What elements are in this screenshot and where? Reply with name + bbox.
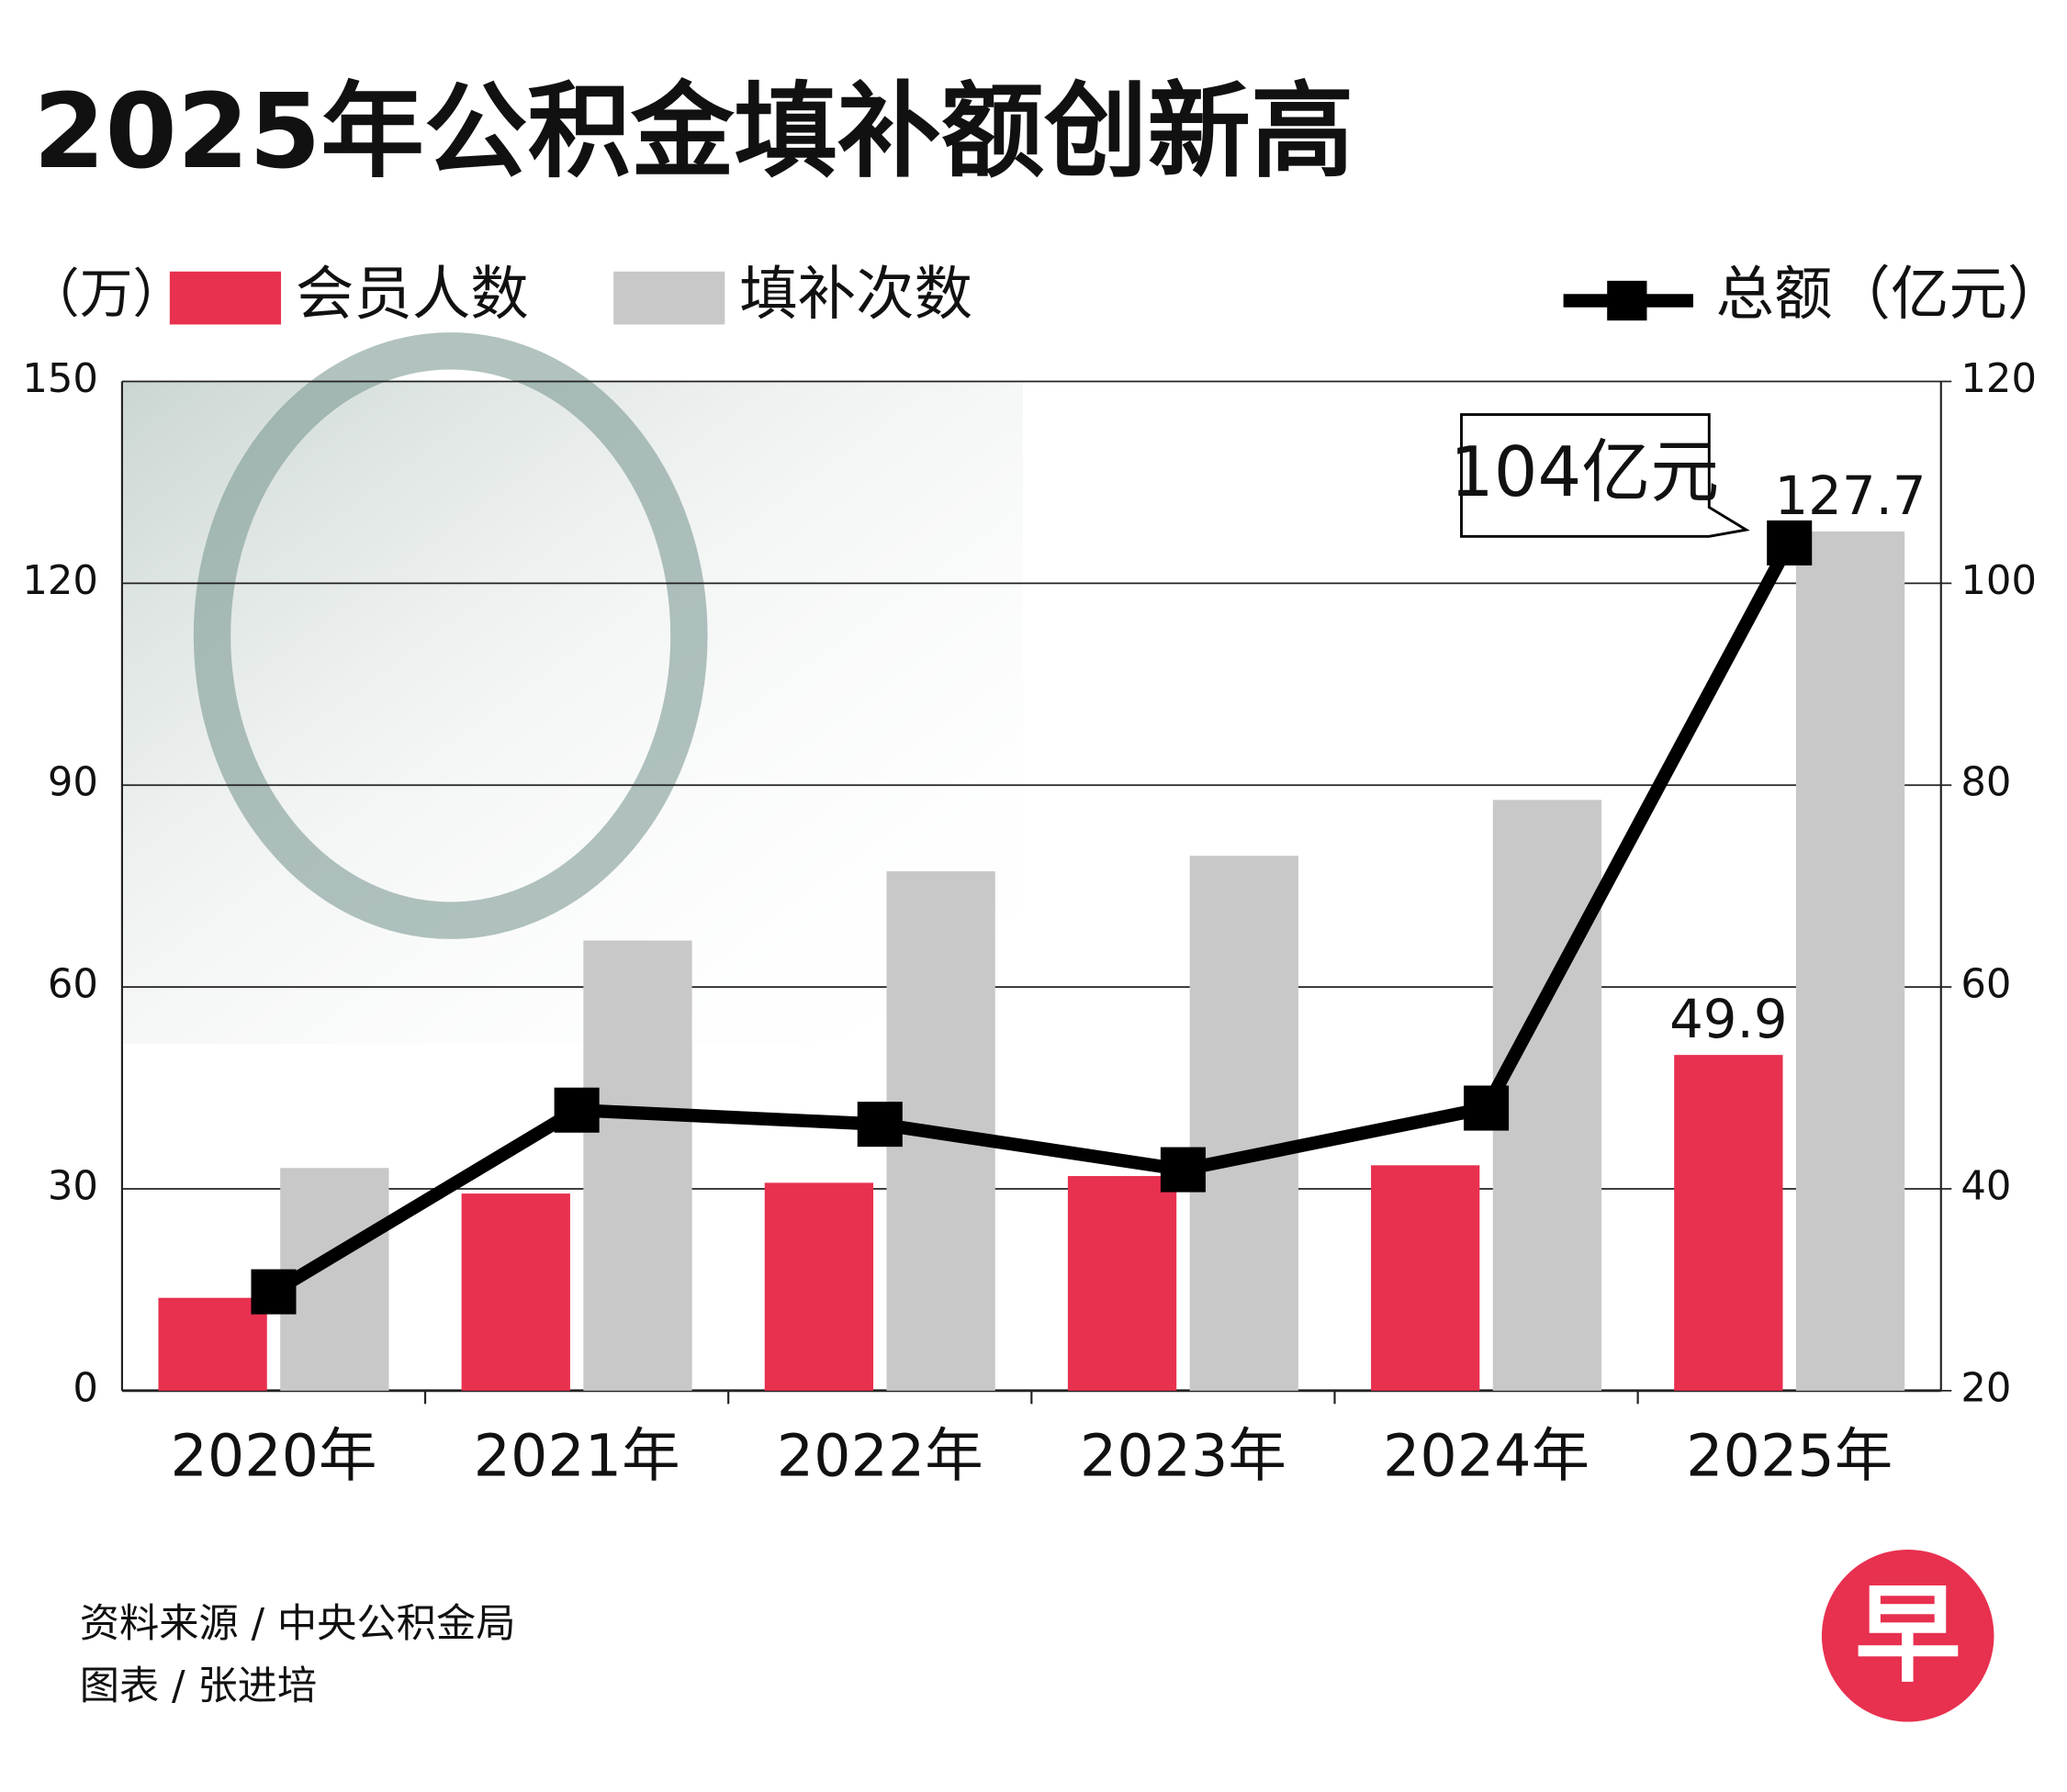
x-tick-label: 2022年 [777, 1421, 983, 1489]
emblem [193, 332, 708, 939]
callout-box [1460, 413, 1750, 538]
logo-circle [1821, 1549, 1994, 1722]
value-label: 104亿元 [1450, 431, 1719, 512]
y2-tick-label: 60 [1960, 962, 2011, 1008]
y-tick-label: 30 [48, 1163, 98, 1209]
y2-tick-label: 40 [1960, 1163, 2011, 1209]
x-tick-label: 2023年 [1080, 1421, 1286, 1489]
source: 资料来源 / 中央公积金局 [80, 1601, 516, 1647]
chart-title: 2025年公积金填补额创新高 [33, 72, 1354, 192]
y-tick-label: 90 [48, 760, 98, 806]
y2-tick-label: 20 [1960, 1365, 2011, 1411]
line-marker [251, 1269, 297, 1315]
x-tick-label: 2021年 [474, 1421, 680, 1489]
line-marker [857, 1102, 903, 1148]
legend-marker [1607, 280, 1647, 321]
bar [158, 1297, 267, 1391]
value-label: 49.9 [1669, 988, 1787, 1050]
bar [1795, 531, 1905, 1391]
line-marker [554, 1087, 600, 1133]
y-tick-label: 150 [22, 356, 98, 402]
bar [1067, 1176, 1177, 1391]
bar [461, 1193, 570, 1391]
legend-swatch [169, 271, 282, 325]
x-tick-label: 2020年 [170, 1421, 376, 1489]
line [270, 539, 1796, 1298]
bar [764, 1182, 874, 1391]
x-tick-label: 2025年 [1686, 1421, 1893, 1489]
bar [1371, 1165, 1480, 1391]
y2-tick-label: 80 [1960, 760, 2011, 806]
bar [1492, 800, 1602, 1391]
line-marker [1767, 520, 1813, 566]
legend-label: 总额（亿元） [1716, 260, 2066, 328]
bar [1189, 856, 1298, 1391]
legend-swatch [613, 271, 725, 325]
y-tick-label: 0 [73, 1365, 98, 1411]
background-photo [121, 381, 1023, 1044]
line-marker [1160, 1147, 1206, 1193]
line-marker [1464, 1085, 1510, 1131]
legend-label: 会员人数 [296, 260, 529, 328]
y-axis-label: （万） [27, 263, 185, 325]
y2-tick-label: 100 [1960, 558, 2037, 604]
logo: 早 [1855, 1574, 1960, 1697]
y2-tick-label: 120 [1960, 356, 2037, 402]
bar [1674, 1055, 1783, 1391]
y-tick-label: 60 [48, 962, 98, 1008]
y-tick-label: 120 [22, 558, 98, 604]
bar [583, 940, 692, 1391]
value-label: 127.7 [1774, 465, 1926, 527]
credit: 图表 / 张进培 [80, 1663, 317, 1709]
legend-label: 填补次数 [739, 260, 972, 328]
x-tick-label: 2024年 [1383, 1421, 1590, 1489]
